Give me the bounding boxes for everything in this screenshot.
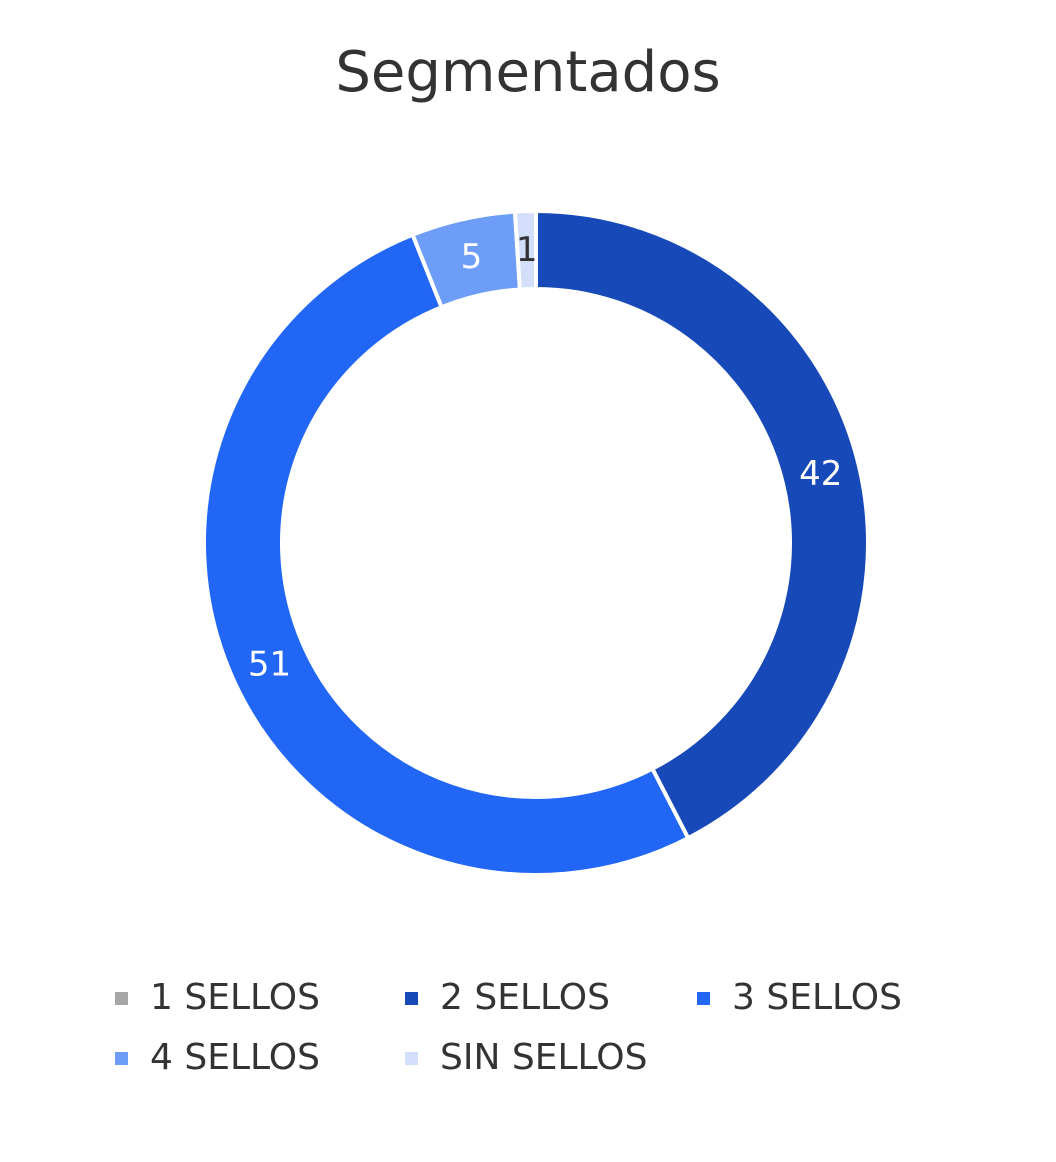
slice-2-sellos [534, 208, 870, 841]
legend-item-3-sellos: 3 SELLOS [697, 972, 902, 1024]
donut-slices [201, 208, 870, 877]
legend-label: SIN SELLOS [440, 1037, 648, 1078]
legend-item-sin-sellos: SIN SELLOS [405, 1032, 647, 1084]
chart-legend: 1 SELLOS 2 SELLOS 3 SELLOS 4 SELLOS SIN SELL… [0, 970, 1056, 1100]
legend-swatch [405, 1051, 418, 1065]
data-label-4-sellos: 5 [461, 237, 483, 277]
legend-swatch [697, 991, 710, 1005]
slice-3-sellos [201, 232, 691, 877]
legend-label: 3 SELLOS [732, 977, 902, 1018]
legend-label: 2 SELLOS [440, 977, 610, 1018]
donut-labels: 42 51 5 1 [248, 230, 843, 685]
data-label-sin-sellos: 1 [516, 230, 538, 270]
legend-item-1-sellos: 1 SELLOS [115, 972, 320, 1024]
legend-label: 1 SELLOS [150, 977, 320, 1018]
legend-swatch [405, 991, 418, 1005]
data-label-2-sellos: 42 [799, 454, 842, 494]
legend-swatch [115, 991, 128, 1005]
legend-swatch [115, 1051, 128, 1065]
donut-chart: 42 51 5 1 [201, 208, 870, 877]
data-label-3-sellos: 51 [248, 645, 291, 685]
slice-sin-sellos [512, 208, 538, 292]
chart-title: Segmentados [335, 40, 721, 105]
legend-item-2-sellos: 2 SELLOS [405, 972, 610, 1024]
legend-item-4-sellos: 4 SELLOS [115, 1032, 320, 1084]
legend-label: 4 SELLOS [150, 1037, 320, 1078]
